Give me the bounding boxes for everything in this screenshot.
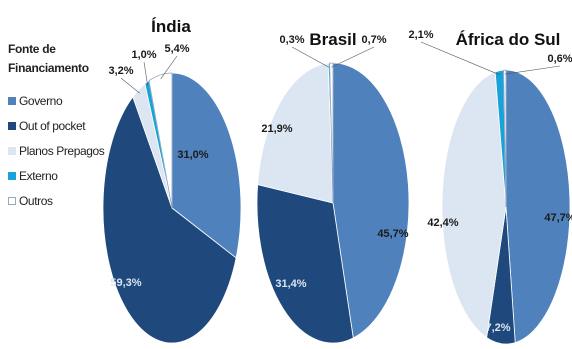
legend-swatch-out-of-pocket [8,122,16,130]
pie-brasil: 45,7% 31,4% 21,9% 0,3% 0,7% Brasil [256,30,410,344]
legend-label-planos-prepagos: Planos Prepagos [19,144,105,158]
legend: Fonte de Financiamento Governo Out of po… [8,40,116,217]
legend-swatch-outros [8,197,16,205]
data-label-fricadosul-outros: 0,6% [547,53,572,65]
data-label-brasil-outros: 0,7% [361,34,386,46]
pie-slice-brasil-outros [329,62,334,204]
data-label-fricadosul-out-of-pocket: 7,2% [485,322,510,334]
chart-title-fricadosul: África do Sul [456,30,561,49]
leader-line-brasil-externo [291,46,330,68]
pie-slice-fricadosul-governo [505,69,571,344]
chart-title-brasil: Brasil [309,30,356,49]
chart-title-ndia: Índia [151,17,191,36]
legend-label-outros: Outros [19,194,53,208]
data-label-fricadosul-externo: 2,1% [408,29,433,41]
legend-title-line2: Financiamento [8,61,89,75]
leader-line-fricadosul-externo [420,41,500,76]
leader-line-ndia-outros [160,55,178,80]
data-label-ndia-governo: 31,0% [177,149,208,161]
data-label-brasil-governo: 45,7% [377,228,408,240]
legend-label-out-of-pocket: Out of pocket [19,119,86,133]
legend-item-governo: Governo [8,92,116,110]
legend-swatch-externo [8,172,16,180]
pie-fricadosul: 47,7% 7,2% 42,4% 2,1% 0,6% África do Sul [408,29,572,345]
legend-item-out-of-pocket: Out of pocket [8,117,116,135]
data-label-ndia-out-of-pocket: 59,3% [110,277,141,289]
data-label-ndia-outros: 5,4% [164,43,189,55]
pie-slice-fricadosul-outros [503,69,507,208]
data-label-ndia-externo: 1,0% [131,49,156,61]
legend-label-governo: Governo [19,94,63,108]
legend-title: Fonte de Financiamento [8,40,116,78]
pie-ndia: 31,0% 59,3% 3,2% 1,0% 5,4% Índia [102,17,242,344]
data-label-brasil-planos-prepagos: 21,9% [261,123,292,135]
pie-slice-brasil-out-of-pocket [256,184,354,344]
pie-slice-ndia-outros [148,72,173,209]
legend-item-outros: Outros [8,192,116,210]
data-label-brasil-out-of-pocket: 31,4% [275,278,306,290]
pie-slice-brasil-governo [332,62,410,339]
data-label-fricadosul-governo: 47,7% [544,212,572,224]
leader-line-ndia-planos-prepagos [120,77,140,94]
data-label-fricadosul-planos-prepagos: 42,4% [427,217,458,229]
legend-title-line1: Fonte de [8,42,56,56]
legend-swatch-planos-prepagos [8,147,16,155]
leader-line-ndia-externo [143,61,149,87]
legend-item-externo: Externo [8,167,116,185]
pie-slice-brasil-planos-prepagos [257,62,334,204]
pie-slice-ndia-governo [171,72,242,259]
leader-line-brasil-outros [331,46,375,68]
legend-swatch-governo [8,97,16,105]
data-label-ndia-planos-prepagos: 3,2% [108,65,133,77]
legend-item-planos-prepagos: Planos Prepagos [8,142,116,160]
pie-slice-ndia-out-of-pocket [102,96,237,344]
legend-label-externo: Externo [19,169,58,183]
leader-line-fricadosul-outros [504,65,561,75]
pie-slice-fricadosul-planos-prepagos [441,71,507,339]
data-label-brasil-externo: 0,3% [279,34,304,46]
